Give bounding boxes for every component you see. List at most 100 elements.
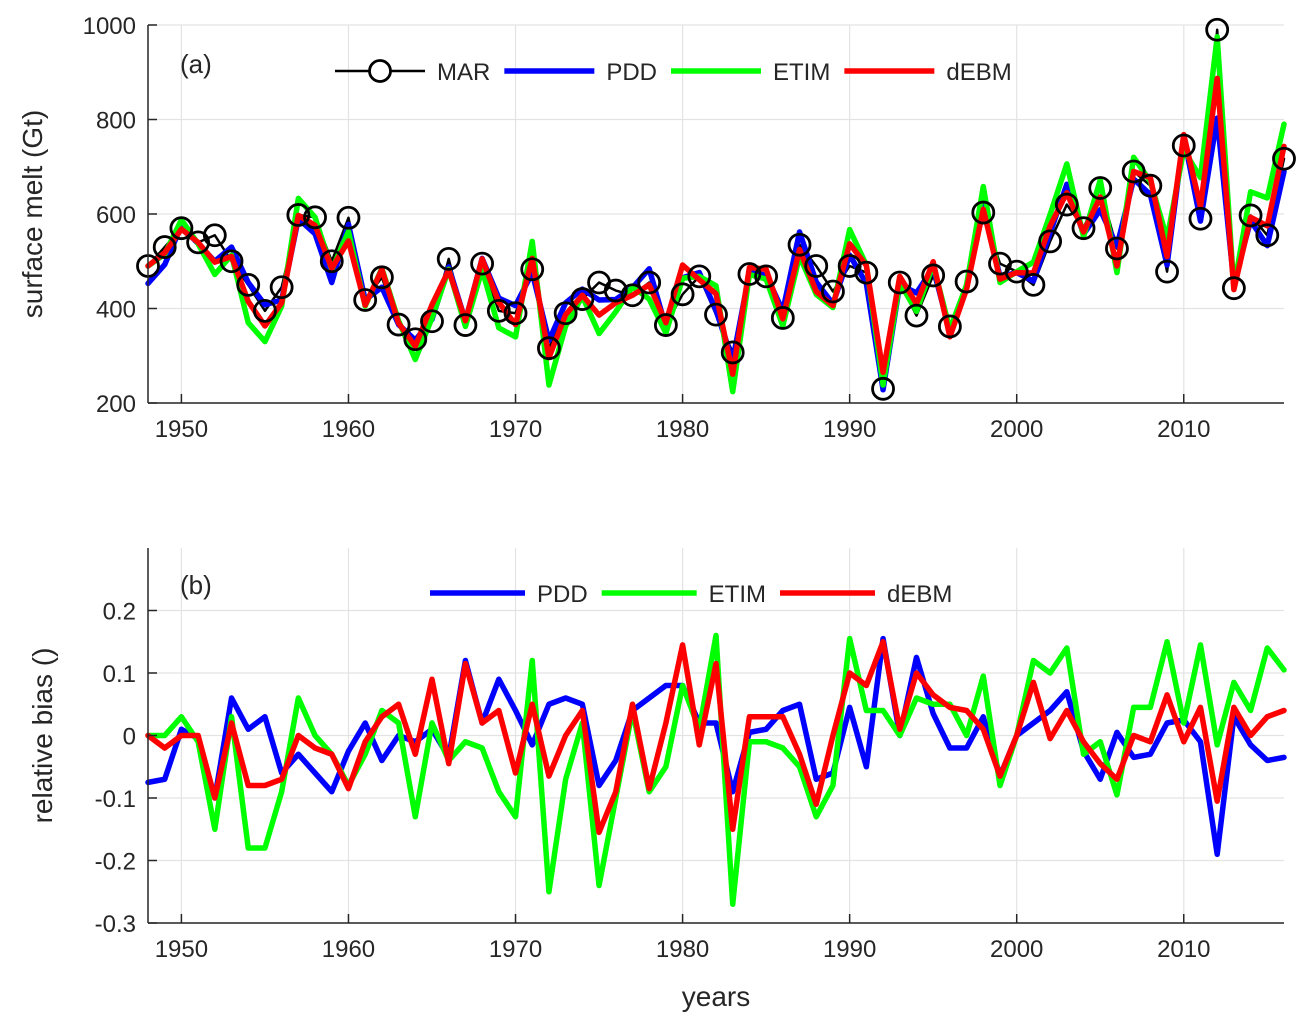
data-point-mar xyxy=(737,262,762,286)
series-line-pdd xyxy=(145,635,1287,857)
data-point-mar xyxy=(670,282,695,307)
data-point-mar xyxy=(620,283,645,308)
data-point-mar xyxy=(1021,272,1046,297)
data-point-mar xyxy=(1038,229,1063,254)
data-point-mar xyxy=(303,205,327,230)
data-point-mar xyxy=(1255,223,1280,248)
data-point-mar xyxy=(1138,173,1163,198)
data-point-mar xyxy=(152,235,177,259)
data-point-mar xyxy=(787,232,812,257)
data-point-mar xyxy=(1205,17,1230,42)
data-point-mar xyxy=(1004,259,1029,284)
data-point-mar xyxy=(1088,176,1113,200)
x-tick-label: 1950 xyxy=(155,936,208,963)
data-point-mar xyxy=(436,246,461,271)
y-axis-label: relative bias () xyxy=(27,648,58,824)
data-point-mar xyxy=(486,298,511,323)
x-tick-label: 2010 xyxy=(1157,936,1210,963)
data-point-mar xyxy=(1272,146,1296,171)
data-point-mar xyxy=(1238,203,1263,228)
data-point-mar xyxy=(420,309,444,334)
data-point-mar xyxy=(720,340,745,365)
data-point-mar xyxy=(353,288,378,312)
data-point-mar xyxy=(937,314,962,339)
data-point-mar xyxy=(887,270,912,295)
data-point-mar xyxy=(453,313,478,337)
x-tick-label: 2000 xyxy=(990,936,1043,963)
data-point-mar xyxy=(653,313,678,337)
series-line-debm xyxy=(145,75,1287,377)
data-point-mar xyxy=(269,275,294,300)
y-axis-label: surface melt (Gt) xyxy=(17,110,48,318)
panel-label: (b) xyxy=(180,570,212,600)
panel-b-relative-bias: 1950 1960 1970 1980 1990 2000 2010 -0.3 -0.2 -0.1… xyxy=(27,548,1287,1012)
x-tick-label: 2010 xyxy=(1157,416,1210,443)
x-tick-label: 1990 xyxy=(823,936,876,963)
data-point-mar xyxy=(403,327,428,352)
data-point-mar xyxy=(369,265,394,290)
data-point-mar xyxy=(1054,192,1079,217)
x-tick-label: 1990 xyxy=(823,416,876,443)
data-point-mar xyxy=(603,278,628,303)
y-tick-label: 1000 xyxy=(83,13,136,40)
data-point-mar xyxy=(1121,159,1146,184)
legend-label-mar: MAR xyxy=(437,59,490,86)
y-tick-label: 0.1 xyxy=(103,661,136,688)
legend-label-pdd: PDD xyxy=(537,581,588,608)
x-tick-label: 1980 xyxy=(656,936,709,963)
data-point-mar xyxy=(704,302,728,327)
x-tick-label: 1950 xyxy=(155,416,208,443)
legend-label-etim: ETIM xyxy=(773,59,830,86)
y-tick-label: 600 xyxy=(96,202,136,229)
legend-label-etim: ETIM xyxy=(709,581,766,608)
y-tick-label: -0.3 xyxy=(95,911,136,938)
x-axis-label: years xyxy=(682,981,750,1012)
data-point-mar xyxy=(821,279,845,304)
legend-label-debm: dEBM xyxy=(946,59,1011,86)
y-tick-label: 0 xyxy=(123,724,136,751)
data-point-mar xyxy=(470,251,495,276)
x-tick-label: 1960 xyxy=(322,416,375,443)
data-point-mar xyxy=(537,336,561,361)
x-tick-label: 2000 xyxy=(990,416,1043,443)
panel-label: (a) xyxy=(180,49,212,79)
data-point-mar xyxy=(286,203,311,227)
data-point-mar xyxy=(687,264,712,289)
data-point-mar xyxy=(837,254,862,278)
data-point-mar xyxy=(236,272,261,297)
data-point-mar xyxy=(1221,276,1246,301)
data-point-mar xyxy=(1188,206,1213,231)
y-tick-label: 200 xyxy=(96,391,136,418)
data-point-mar xyxy=(954,269,979,294)
data-point-mar xyxy=(754,264,779,289)
data-point-mar xyxy=(202,223,227,248)
data-point-mar xyxy=(336,205,361,230)
data-point-mar xyxy=(904,303,929,328)
y-tick-label: 800 xyxy=(96,108,136,135)
data-point-mar xyxy=(1071,216,1096,241)
data-point-mar xyxy=(770,306,795,330)
panel-a-surface-melt: 1950 1960 1970 1980 1990 2000 2010 200 400 600 800… xyxy=(17,13,1296,443)
data-point-mar xyxy=(553,301,578,326)
series-line-debm xyxy=(145,639,1287,836)
data-point-mar xyxy=(219,249,244,274)
data-point-mar xyxy=(1105,236,1129,261)
legend-label-debm: dEBM xyxy=(887,581,952,608)
data-point-mar xyxy=(1155,259,1179,284)
data-point-mar xyxy=(169,216,194,241)
data-point-mar xyxy=(1171,133,1196,158)
data-point-mar xyxy=(386,312,411,337)
series-line-mar xyxy=(146,28,1286,391)
data-point-mar xyxy=(921,263,946,288)
data-point-mar xyxy=(520,257,545,282)
data-point-mar xyxy=(971,200,996,225)
data-point-mar xyxy=(503,301,528,326)
y-tick-label: -0.1 xyxy=(95,786,136,813)
data-point-mar xyxy=(871,376,895,401)
x-tick-label: 1960 xyxy=(322,936,375,963)
data-point-mar xyxy=(319,249,344,274)
x-tick-label: 1970 xyxy=(489,416,542,443)
y-tick-label: 400 xyxy=(96,297,136,324)
x-tick-label: 1980 xyxy=(656,416,709,443)
